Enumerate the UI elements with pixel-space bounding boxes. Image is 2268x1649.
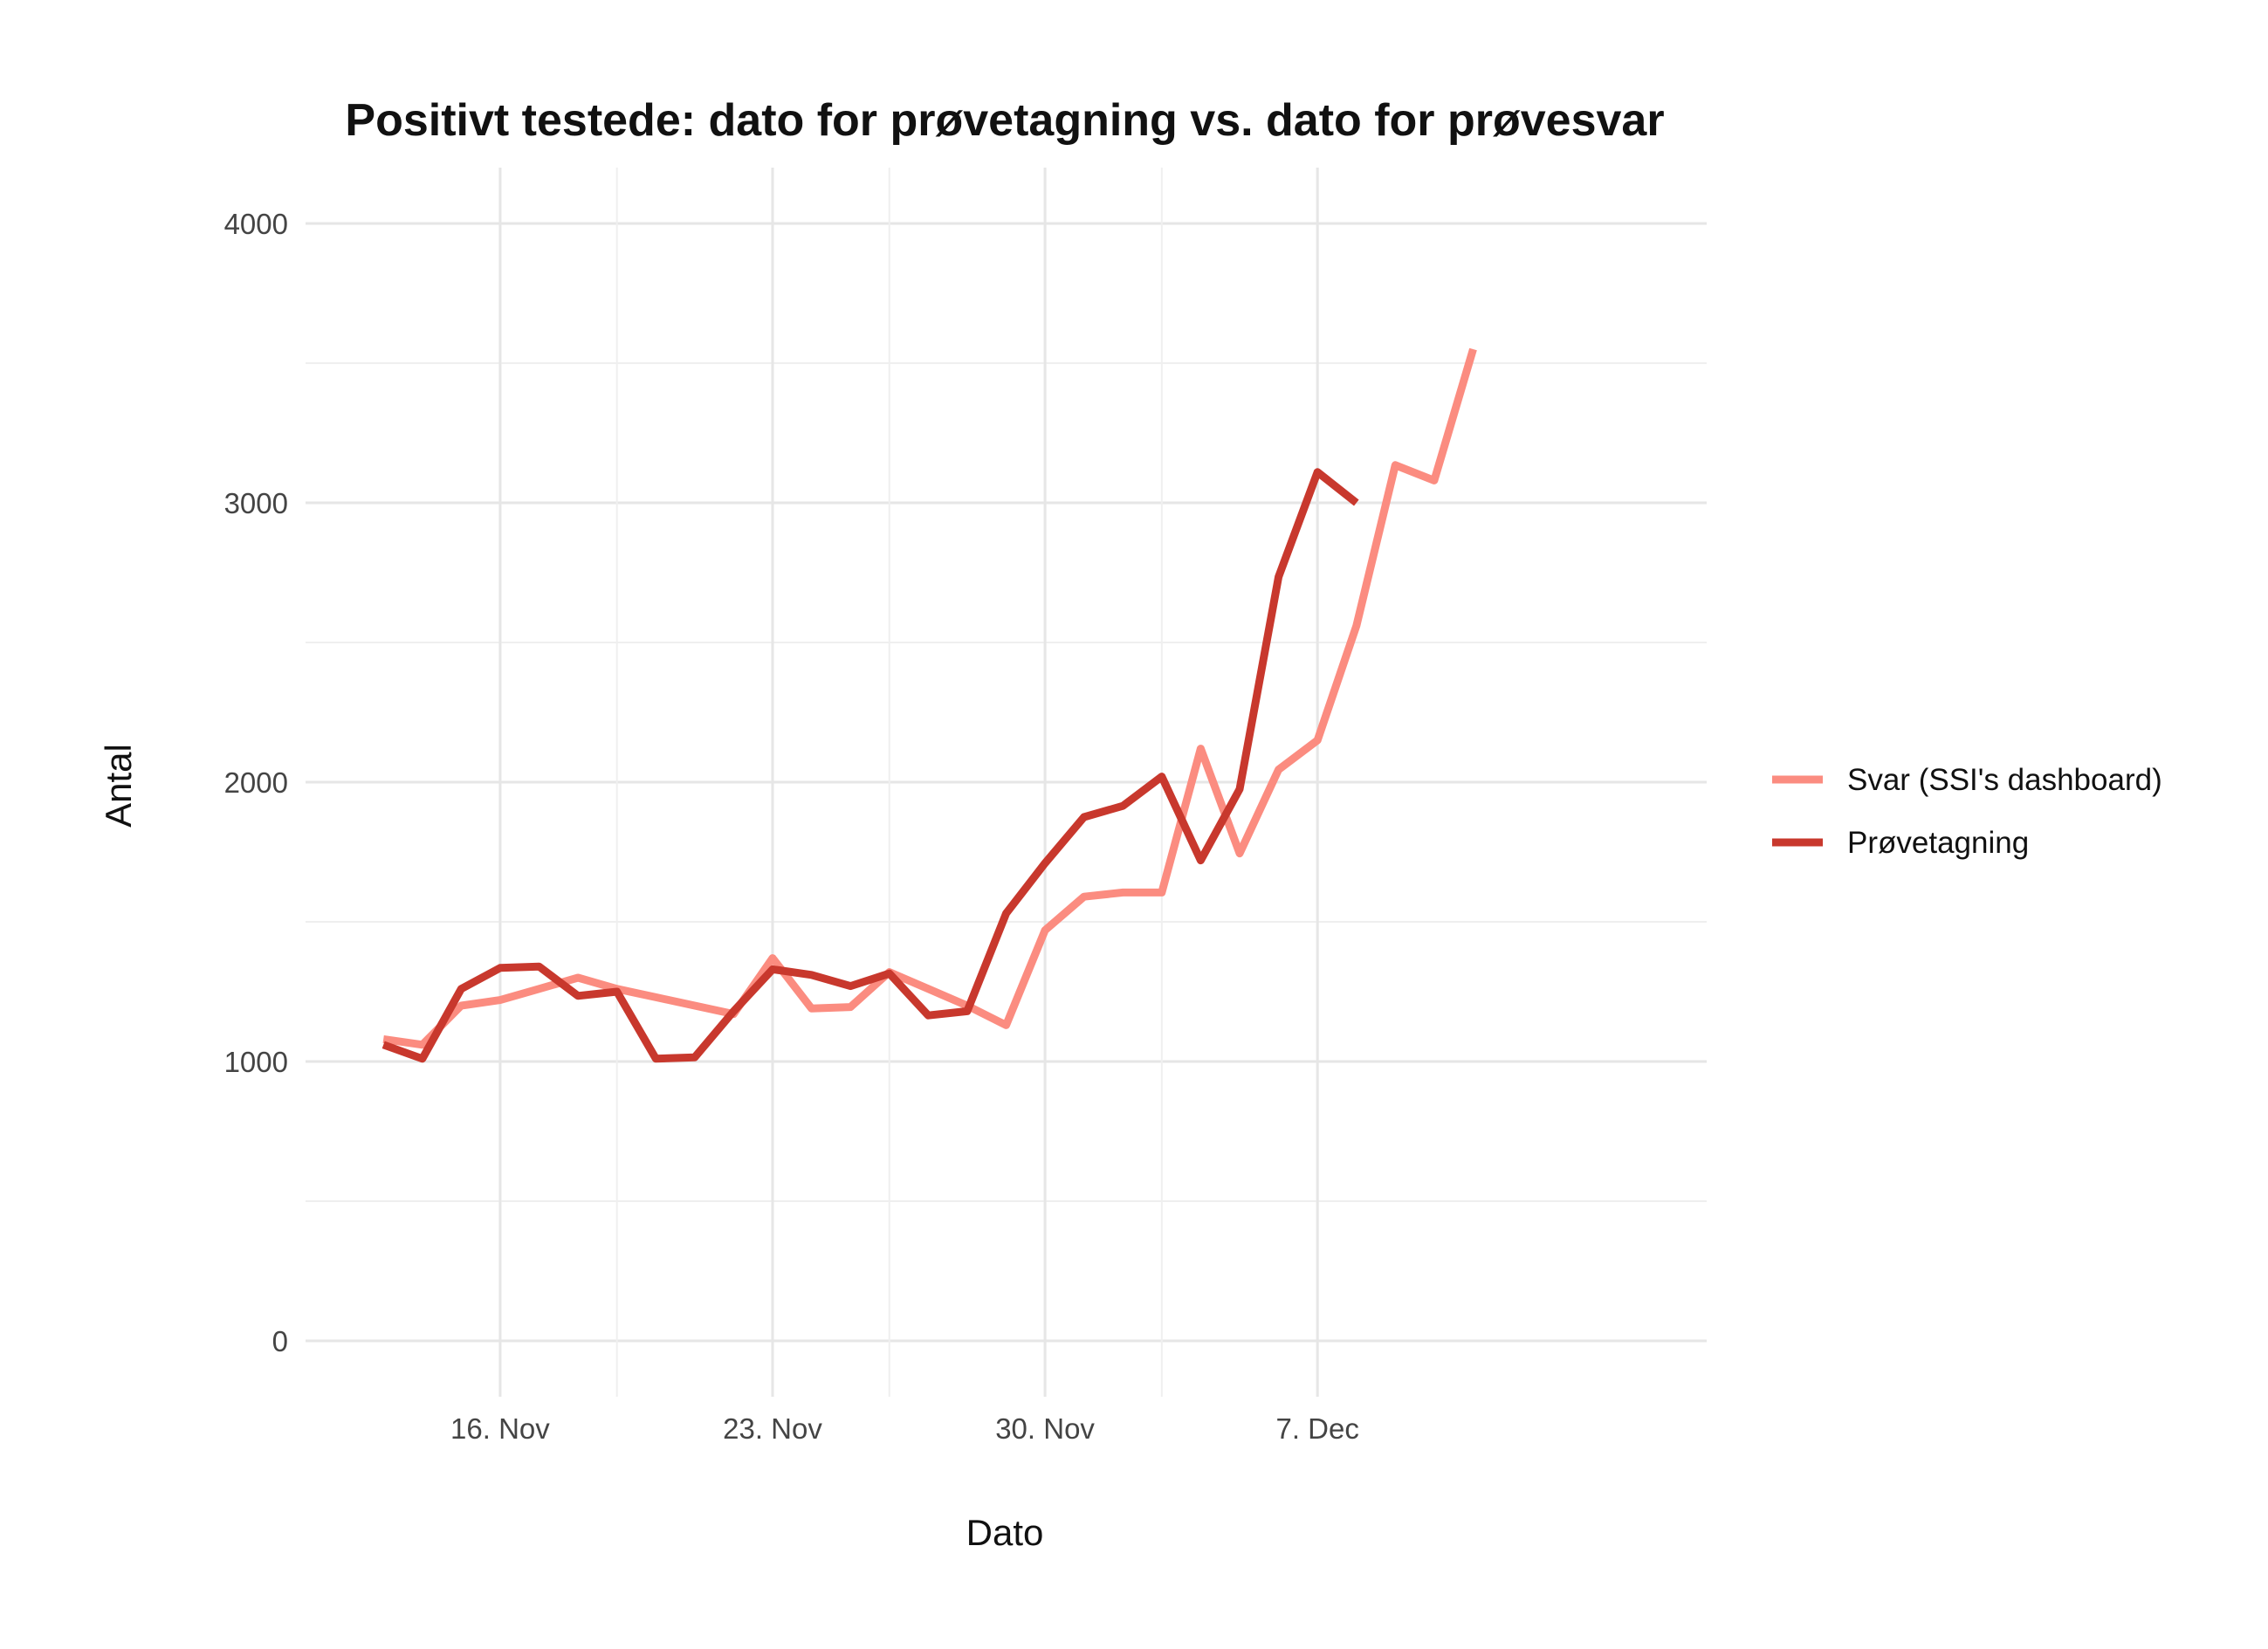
- x-tick-label: 16. Nov: [450, 1412, 550, 1445]
- x-tick-label: 23. Nov: [723, 1412, 822, 1445]
- legend: Svar (SSI's dashboard) Prøvetagning: [1772, 763, 2162, 860]
- y-tick-label: 2000: [224, 766, 288, 799]
- y-tick-label: 4000: [224, 208, 288, 240]
- x-axis-ticks: 16. Nov 23. Nov 30. Nov 7. Dec: [450, 1412, 1359, 1445]
- y-tick-label: 0: [272, 1325, 288, 1357]
- legend-label-2: Prøvetagning: [1847, 826, 2029, 860]
- series-lines: [381, 347, 1477, 1063]
- y-axis-ticks: 0 1000 2000 3000 4000: [224, 208, 288, 1357]
- x-axis-title: Dato: [966, 1512, 1044, 1553]
- x-tick-label: 30. Nov: [995, 1412, 1095, 1445]
- y-tick-label: 3000: [224, 487, 288, 519]
- y-tick-label: 1000: [224, 1046, 288, 1078]
- legend-label-1: Svar (SSI's dashboard): [1847, 763, 2162, 797]
- chart-title: Positivt testede: dato for prøvetagning …: [345, 95, 1664, 146]
- x-tick-label: 7. Dec: [1275, 1412, 1358, 1445]
- grid: [306, 168, 1707, 1397]
- series-line-1: [382, 347, 1477, 1049]
- series-line-2: [381, 468, 1359, 1063]
- y-axis-title: Antal: [98, 744, 139, 828]
